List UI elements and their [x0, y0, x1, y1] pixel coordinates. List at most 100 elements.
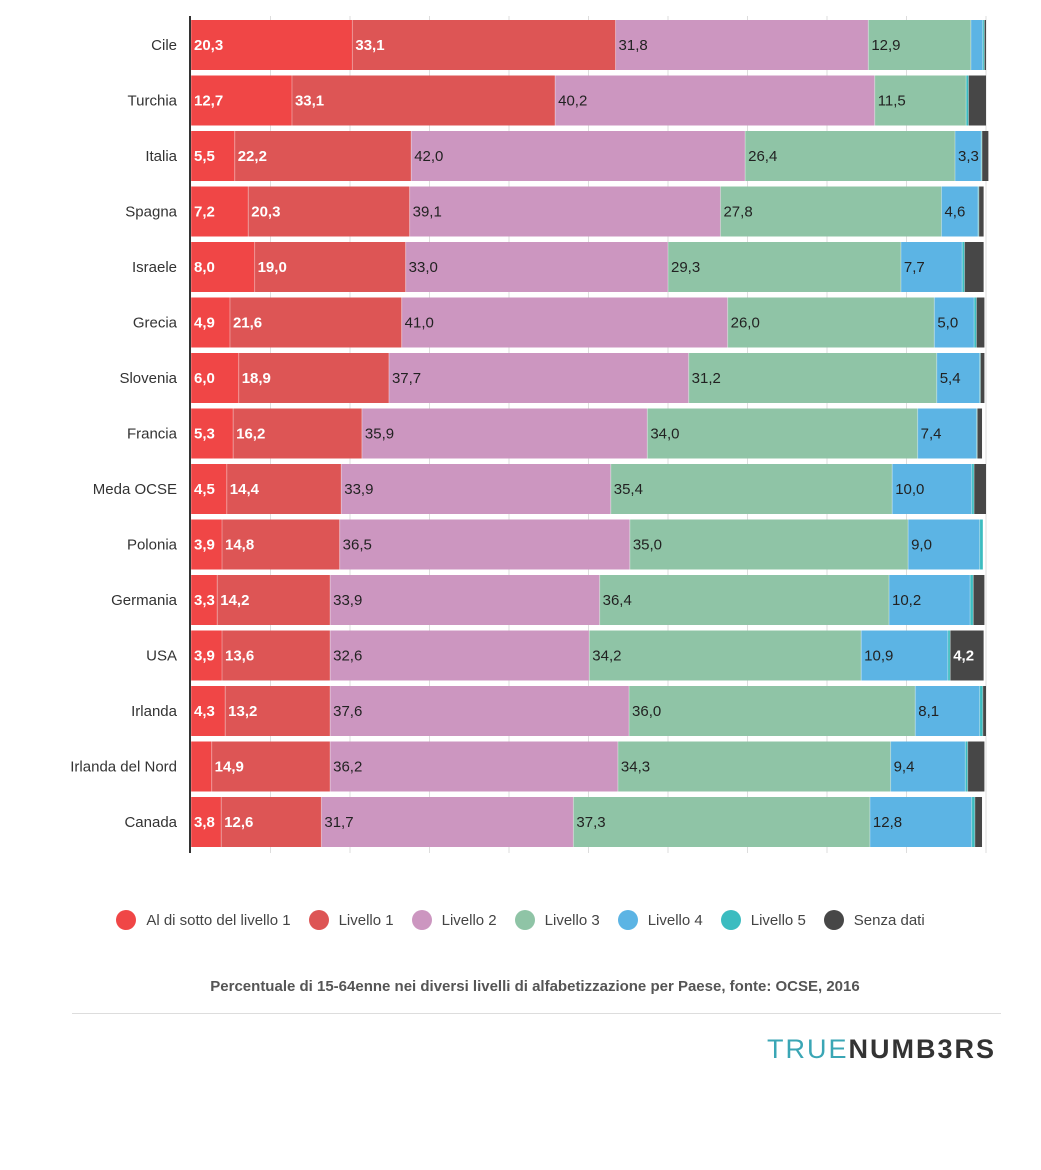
- bar-segment: [971, 797, 975, 847]
- data-label: 3,3: [194, 592, 215, 609]
- bar-segment: [941, 186, 979, 237]
- bar-segment: [191, 186, 249, 237]
- bar-segment: [647, 408, 918, 459]
- data-label: 10,9: [864, 648, 893, 665]
- bar-segment: [720, 186, 942, 237]
- data-label: 14,4: [230, 481, 260, 498]
- bar-segment: [979, 353, 981, 403]
- data-label: 36,0: [632, 703, 661, 720]
- bar-segment: [970, 575, 974, 625]
- bar-segment: [191, 686, 226, 736]
- bar-segment: [688, 353, 937, 403]
- bar-segment: [217, 575, 331, 625]
- legend: Al di sotto del livello 1 Livello 1 Live…: [0, 910, 1041, 930]
- bar-segment: [976, 297, 985, 348]
- data-label: 36,4: [603, 592, 632, 609]
- data-label: 29,3: [671, 259, 700, 276]
- data-label: 4,9: [194, 315, 215, 332]
- data-label: 37,7: [392, 370, 421, 387]
- data-label: 3,9: [194, 537, 215, 554]
- bar-segment: [615, 20, 869, 70]
- bar-segment: [745, 131, 955, 181]
- bar-segment: [339, 519, 630, 570]
- data-label: 9,4: [894, 759, 915, 776]
- data-label: 20,3: [194, 37, 223, 54]
- data-label: 37,6: [333, 703, 362, 720]
- brand-part2: NUMB3RS: [848, 1034, 996, 1064]
- category-label: Israele: [132, 259, 177, 276]
- legend-label: Livello 5: [750, 911, 806, 929]
- bar-segment: [915, 686, 980, 736]
- data-label: 13,6: [225, 648, 254, 665]
- category-label: Italia: [145, 148, 177, 165]
- bar-segment: [341, 464, 611, 514]
- bar-segment: [191, 408, 234, 459]
- legend-item: Livello 5: [720, 910, 806, 930]
- brand-part1: TRUE: [766, 1034, 849, 1064]
- data-label: 33,9: [333, 592, 362, 609]
- bar-segment: [954, 131, 982, 181]
- category-label: Slovenia: [119, 370, 177, 387]
- data-label: 6,0: [194, 370, 215, 387]
- legend-dot: [720, 910, 741, 930]
- data-label: 33,9: [344, 481, 373, 498]
- data-label: 34,2: [592, 648, 621, 665]
- data-label: 13,2: [228, 703, 257, 720]
- category-label: Polonia: [127, 537, 178, 554]
- legend-label: Senza dati: [853, 911, 925, 929]
- data-label: 5,4: [940, 370, 961, 387]
- bar-segment: [361, 408, 648, 459]
- stacked-bar-chart: 20,3 33,1 31,8 12,9 12,7 33,1 40,2 11,5 5,5 22,2 4…: [70, 16, 989, 853]
- bar-segment: [191, 464, 227, 514]
- legend-label: Livello 4: [647, 911, 703, 929]
- data-label: 35,0: [633, 537, 662, 554]
- bar-segment: [968, 75, 986, 126]
- bar-segment: [191, 741, 212, 792]
- bar-segment: [974, 464, 986, 514]
- bar-segment: [629, 686, 916, 736]
- bar-segment: [979, 686, 983, 736]
- bar-segment: [388, 353, 689, 403]
- bar-segment: [411, 131, 746, 181]
- category-label: Cile: [151, 37, 177, 54]
- data-label: 27,8: [723, 204, 752, 221]
- data-label: 22,2: [238, 148, 267, 165]
- bar-segment: [221, 797, 322, 847]
- bar-segment: [971, 464, 975, 514]
- bar-segment: [869, 797, 972, 847]
- bar-segment: [191, 519, 223, 570]
- legend-item: Al di sotto del livello 1: [116, 910, 291, 930]
- legend-dot: [308, 910, 329, 930]
- bar-segment: [191, 797, 222, 847]
- legend-label: Livello 3: [544, 911, 600, 929]
- bar-segment: [908, 519, 980, 570]
- bar-segment: [962, 242, 965, 292]
- data-label: 39,1: [413, 204, 442, 221]
- data-label: 31,7: [324, 814, 353, 831]
- divider: [72, 1013, 1001, 1014]
- bar-segment: [330, 686, 630, 736]
- bar-segment: [979, 519, 983, 570]
- bar-segment: [610, 464, 893, 514]
- legend-item: Livello 3: [514, 910, 600, 930]
- bar-segment: [982, 686, 986, 736]
- legend-dot: [823, 910, 844, 930]
- bar-segment: [936, 353, 980, 403]
- bar-segment: [984, 20, 986, 70]
- legend-label: Livello 1: [338, 911, 394, 929]
- bar-segment: [330, 741, 618, 792]
- bar-segment: [889, 575, 971, 625]
- bar-segment: [191, 75, 292, 126]
- category-label: Irlanda del Nord: [70, 759, 177, 776]
- category-label: Turchia: [128, 93, 178, 110]
- category-label: Francia: [127, 426, 178, 443]
- data-label: 20,3: [251, 204, 280, 221]
- bar-segment: [934, 297, 975, 348]
- bar-segment: [573, 797, 870, 847]
- bar-segment: [191, 297, 230, 348]
- bar-segment: [254, 242, 406, 292]
- data-label: 37,3: [576, 814, 605, 831]
- bar-segment: [233, 408, 362, 459]
- bar-segment: [191, 242, 255, 292]
- bar-segment: [191, 630, 223, 681]
